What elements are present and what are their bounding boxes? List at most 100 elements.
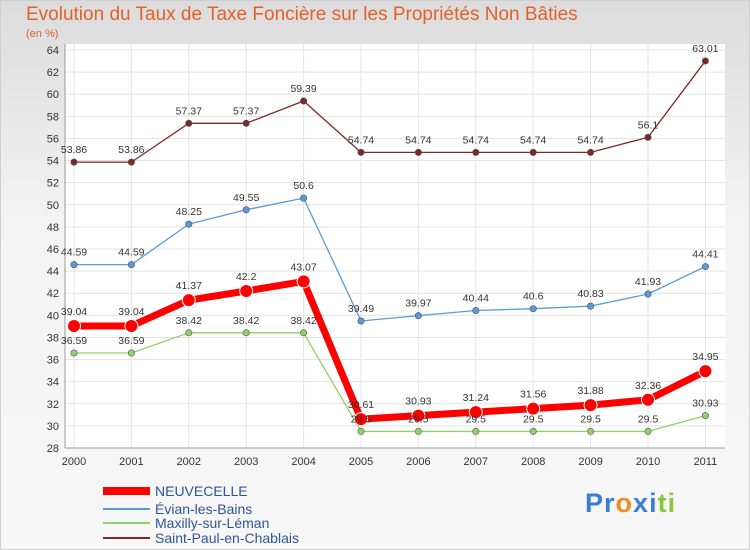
data-label: 31.24	[463, 392, 489, 404]
data-point	[644, 133, 652, 141]
data-label: 40.44	[463, 292, 489, 304]
plot-area	[65, 44, 725, 448]
data-label: 29.5	[466, 413, 487, 425]
x-tick-label: 2010	[636, 456, 660, 468]
data-label: 43.07	[290, 261, 316, 273]
y-tick-label: 32	[47, 399, 59, 411]
data-label: 41.37	[176, 280, 202, 292]
data-point	[70, 261, 78, 269]
data-point	[472, 427, 480, 435]
logo-letter: i	[667, 488, 677, 518]
series-line	[73, 197, 707, 322]
legend-entry: Maxilly-sur-Léman	[155, 515, 269, 531]
y-axis-unit-label: (en %)	[26, 28, 59, 40]
x-tick-label: 2011	[694, 456, 718, 468]
data-label: 36.59	[61, 335, 87, 347]
data-label: 36.59	[118, 335, 144, 347]
legend-entry: Saint-Paul-en-Chablais	[155, 530, 299, 546]
data-point	[587, 148, 595, 156]
data-point	[354, 412, 368, 427]
data-label: 40.83	[577, 288, 603, 300]
data-point	[468, 405, 483, 420]
data-point	[357, 317, 365, 325]
data-point	[529, 427, 537, 435]
data-point	[701, 263, 709, 271]
data-label: 31.56	[520, 389, 546, 401]
logo-letter: P	[585, 488, 605, 518]
data-label: 30.93	[692, 398, 718, 410]
data-label: 29.5	[408, 413, 429, 425]
series-line	[70, 277, 709, 423]
y-tick-label: 38	[47, 332, 59, 344]
y-tick-label: 44	[47, 266, 59, 278]
data-point	[242, 206, 250, 214]
data-label: 39.04	[118, 306, 144, 318]
series-line	[73, 60, 707, 163]
data-label: 53.86	[118, 144, 144, 156]
x-tick-label: 2006	[406, 456, 430, 468]
axes: 28 30 32 34 36 38 40 42 44 46 48 50 52 54 56 58 60 62 64 20…	[47, 44, 725, 468]
y-tick-label: 46	[47, 244, 59, 256]
data-label: 54.74	[577, 134, 603, 146]
data-point	[587, 427, 595, 435]
proxiti-logo: Proxiti	[585, 488, 676, 519]
data-label: 57.37	[176, 105, 202, 117]
data-label: 38.42	[290, 315, 316, 327]
data-point	[414, 427, 422, 435]
x-tick-label: 2007	[464, 456, 488, 468]
y-tick-label: 58	[47, 111, 59, 123]
data-label: 56.1	[638, 119, 659, 131]
data-point	[185, 220, 193, 228]
data-point	[300, 194, 308, 202]
data-point	[414, 312, 422, 320]
data-point	[127, 158, 135, 166]
y-tick-label: 34	[47, 377, 59, 389]
y-tick-label: 36	[47, 355, 59, 367]
y-tick-label: 50	[47, 200, 59, 212]
data-label: 54.74	[348, 134, 374, 146]
logo-letter: x	[633, 488, 650, 518]
x-tick-label: 2005	[349, 456, 373, 468]
x-tick-label: 2003	[234, 456, 258, 468]
data-point	[296, 274, 311, 289]
data-label: 49.55	[233, 192, 259, 204]
data-label: 54.74	[520, 134, 546, 146]
y-tick-label: 62	[47, 67, 59, 79]
data-point	[414, 148, 422, 156]
data-label: 39.04	[61, 306, 87, 318]
data-label: 53.86	[61, 144, 87, 156]
data-point	[70, 158, 78, 166]
y-tick-label: 54	[47, 156, 59, 168]
data-point	[70, 349, 78, 357]
data-label: 44.59	[61, 247, 87, 259]
data-point	[411, 408, 426, 423]
series-lines	[67, 57, 713, 435]
x-tick-label: 2009	[578, 456, 602, 468]
data-point	[300, 97, 308, 105]
logo-letter: t	[657, 488, 668, 518]
x-tick-label: 2004	[291, 456, 315, 468]
legend-entry: Évian-les-Bains	[155, 501, 252, 517]
data-point	[357, 427, 365, 435]
data-labels: 39.04 39.04 41.37 42.2 43.07 30.61 30.93 31.24 3…	[61, 43, 719, 425]
data-point	[644, 427, 652, 435]
y-tick-label: 30	[47, 421, 59, 433]
data-point	[701, 412, 709, 420]
data-label: 29.5	[351, 413, 372, 425]
data-point	[300, 329, 308, 337]
grid-lines	[65, 44, 725, 449]
data-label: 63.01	[692, 43, 718, 55]
data-point	[185, 329, 193, 337]
data-label: 42.2	[236, 271, 257, 283]
logo-letter: i	[649, 488, 658, 518]
y-tick-label: 28	[47, 443, 59, 455]
data-point	[67, 318, 81, 333]
data-point	[242, 119, 250, 127]
data-label: 39.97	[405, 298, 431, 310]
data-label: 50.6	[293, 180, 314, 192]
data-point	[701, 57, 709, 65]
data-point	[583, 398, 598, 413]
data-label: 59.39	[290, 83, 316, 95]
data-point	[239, 284, 254, 299]
data-point	[181, 293, 196, 308]
